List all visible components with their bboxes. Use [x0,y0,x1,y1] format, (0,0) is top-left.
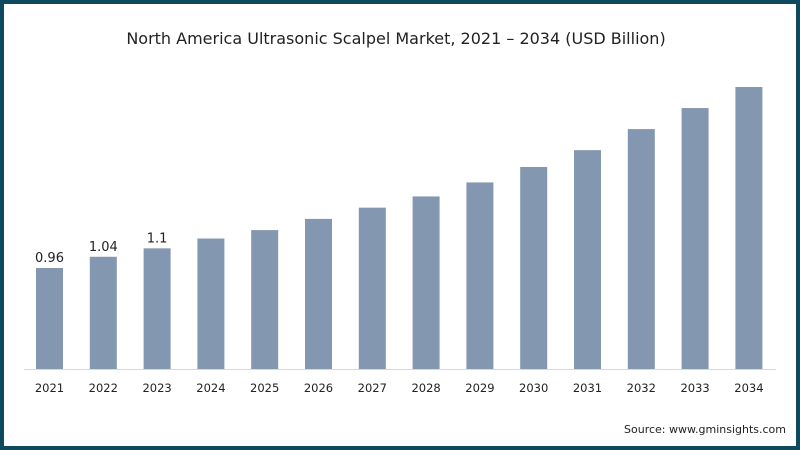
bar-2034 [735,87,763,370]
x-tick-label: 2028 [411,381,440,395]
bar-2021 [36,267,63,369]
x-tick-label: 2031 [573,381,602,395]
data-label: 1.04 [89,240,118,255]
bar-2032 [627,129,655,369]
bar-2025 [251,230,279,369]
data-label: 0.96 [35,251,64,266]
bar-2030 [520,166,548,369]
x-tick-label: 2029 [465,381,494,395]
x-tick-label: 2026 [304,381,333,395]
x-tick-label: 2030 [519,381,548,395]
bar-2023 [143,248,171,369]
x-tick-label: 2033 [680,381,709,395]
x-tick-label: 2023 [142,381,171,395]
bar-2026 [305,218,332,369]
bar-2031 [574,150,601,369]
bar-2024 [197,238,225,369]
x-tick-label: 2025 [250,381,279,395]
x-tick-label: 2024 [196,381,225,395]
data-label: 1.1 [147,231,168,246]
x-tick-label: 2032 [627,381,656,395]
x-tick-label: 2021 [35,381,64,395]
x-tick-label: 2034 [734,381,763,395]
source-note: Source: www.gminsights.com [624,423,786,436]
chart-title: North America Ultrasonic Scalpel Market,… [126,29,666,48]
bar-2027 [358,207,386,369]
x-tick-label: 2022 [89,381,118,395]
x-tick-label: 2027 [358,381,387,395]
bar-2022 [89,256,117,369]
bar-2029 [466,182,494,369]
bar-2028 [412,196,440,369]
bar-2033 [681,108,709,369]
